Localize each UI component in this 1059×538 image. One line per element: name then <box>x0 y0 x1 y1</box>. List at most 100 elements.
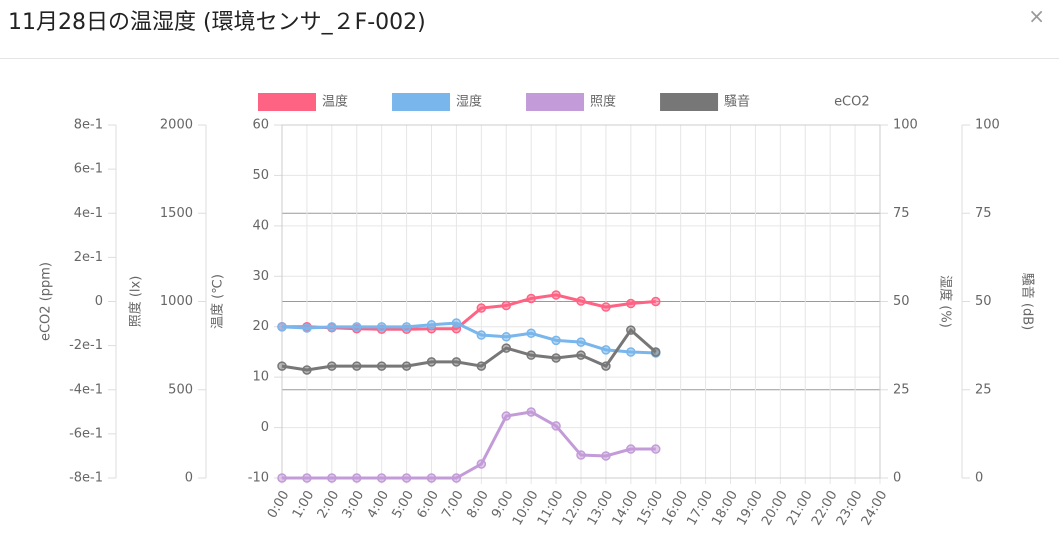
data-point <box>451 357 462 367</box>
data-point <box>651 444 661 454</box>
y-tick-label: -4e-1 <box>69 382 103 397</box>
series-line <box>282 410 656 480</box>
y-tick-label: 25 <box>975 382 992 397</box>
axis-title: 湿度 (%) <box>938 275 954 328</box>
x-tick-label: 3:00 <box>340 488 368 521</box>
legend-swatch <box>526 93 585 111</box>
series-line <box>281 327 657 372</box>
axis-title: 温度 (℃) <box>210 274 226 329</box>
data-point <box>426 473 437 483</box>
y-tick-label: 1500 <box>160 206 193 221</box>
plot-border <box>281 124 881 479</box>
data-point <box>302 473 312 483</box>
data-point <box>476 330 487 340</box>
data-point <box>551 421 561 431</box>
data-point <box>551 290 561 300</box>
data-point <box>302 365 312 375</box>
data-point <box>551 353 561 363</box>
y-tick-label: 0 <box>185 471 193 486</box>
y-tick-label: 100 <box>893 118 918 133</box>
y-tick-label: 0 <box>261 420 269 435</box>
data-point <box>302 323 312 333</box>
data-point <box>451 473 462 483</box>
data-point <box>476 303 487 313</box>
y-tick-label: 75 <box>975 206 992 221</box>
data-point <box>651 296 661 307</box>
series-line <box>282 293 656 331</box>
x-tick-label: 24:00 <box>859 488 891 528</box>
data-point <box>651 347 661 357</box>
y-tick-label: 500 <box>168 382 193 397</box>
y-tick-label: 6e-1 <box>74 162 103 177</box>
data-point <box>501 343 511 353</box>
y-tick-label: 60 <box>252 118 269 133</box>
data-point <box>576 350 586 360</box>
y-tick-label: 0 <box>95 294 103 309</box>
y-tick-label: 75 <box>893 206 910 221</box>
x-tick-label: 1:00 <box>290 488 318 521</box>
y-tick-label: 100 <box>975 118 1000 133</box>
data-point <box>277 361 287 371</box>
data-point <box>601 361 611 371</box>
data-point <box>451 318 462 328</box>
x-tick-label: 7:00 <box>439 488 467 521</box>
x-tick-label: 8:00 <box>464 488 492 521</box>
axis-title: 照度 (lx) <box>128 276 144 328</box>
series-line <box>281 321 656 355</box>
x-tick-label: 6:00 <box>414 488 442 521</box>
data-point <box>501 332 511 342</box>
data-point <box>327 361 337 371</box>
y-tick-label: 20 <box>252 319 269 334</box>
data-point <box>576 296 586 306</box>
data-point <box>551 335 561 346</box>
legend-label: eCO2 <box>834 95 870 110</box>
axis-title: 騒音 (dB) <box>1020 273 1036 330</box>
y-tick-label: -6e-1 <box>69 426 103 441</box>
y-tick-label: 25 <box>893 382 910 397</box>
legend-swatch <box>660 93 719 111</box>
y-tick-label: 40 <box>252 218 269 233</box>
legend-label: 照度 <box>590 94 616 110</box>
y-tick-label: 4e-1 <box>74 206 103 221</box>
y-tick-label: 50 <box>252 168 269 183</box>
y-tick-label: 50 <box>975 294 992 309</box>
legend-label: 湿度 <box>456 94 482 110</box>
close-button[interactable]: × <box>1028 4 1045 28</box>
separator <box>0 58 1059 59</box>
x-tick-label: 2:00 <box>315 488 343 521</box>
axis-title: eCO2 (ppm) <box>39 262 54 341</box>
legend-label: 温度 <box>322 94 348 110</box>
x-tick-label: 0:00 <box>265 488 293 521</box>
y-tick-label: 10 <box>252 370 269 385</box>
data-point <box>626 444 636 454</box>
data-point <box>376 322 387 332</box>
data-point <box>601 451 611 461</box>
data-point <box>526 328 536 339</box>
data-point <box>401 473 412 483</box>
data-point <box>352 361 362 371</box>
y-tick-label: 2000 <box>160 118 193 133</box>
legend-swatch <box>392 93 451 111</box>
data-point <box>352 322 362 332</box>
data-point <box>576 450 586 460</box>
x-tick-label: 5:00 <box>389 488 417 521</box>
x-tick-label: 4:00 <box>365 488 393 521</box>
data-point <box>426 357 437 367</box>
dialog-title: 11月28日の温湿度 (環境センサ_２F-002) <box>8 10 426 35</box>
y-tick-label: 50 <box>893 294 910 309</box>
data-point <box>401 361 412 371</box>
data-point <box>526 293 536 304</box>
y-tick-label: 0 <box>975 471 983 486</box>
data-point <box>376 473 387 483</box>
data-point <box>352 473 362 483</box>
data-point <box>501 300 511 311</box>
data-point <box>526 350 536 360</box>
data-point <box>501 411 511 421</box>
data-point <box>327 473 337 483</box>
data-point <box>476 459 487 469</box>
legend-swatch <box>258 93 316 111</box>
y-tick-label: 0 <box>893 471 901 486</box>
y-tick-label: 1000 <box>160 294 193 309</box>
